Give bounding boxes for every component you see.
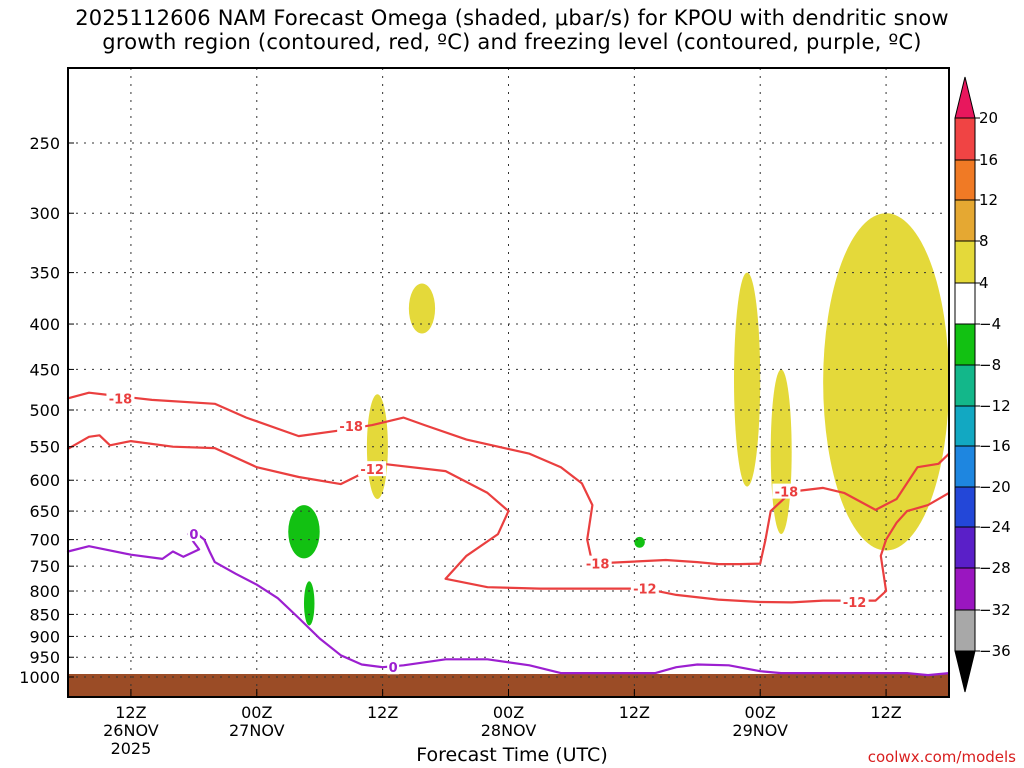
plot-area	[68, 68, 949, 697]
colorbar-segment-9	[954, 445, 976, 488]
colorbar-label-5: −4	[979, 315, 1001, 333]
credit-link[interactable]: coolwx.com/models	[867, 748, 1016, 766]
colorbar-label-2: 12	[979, 191, 998, 209]
ytick-label-550: 550	[29, 438, 60, 457]
xtick-label-42-0: 00Z	[493, 703, 524, 722]
xtick-label-18-1: 27NOV	[229, 721, 285, 740]
ytick-label-450: 450	[29, 360, 60, 379]
colorbar-label-10: −24	[979, 518, 1011, 536]
ytick-label-500: 500	[29, 401, 60, 420]
colorbar-segment-8	[954, 405, 976, 447]
xtick-label-66-0: 00Z	[745, 703, 776, 722]
colorbar-top-arrow	[954, 76, 976, 119]
contour-label-bg-1-2	[840, 593, 869, 609]
xtick-label-6-1: 26NOV	[103, 721, 159, 740]
plot-background	[68, 68, 949, 697]
omega-shade-1	[366, 394, 388, 500]
colorbar: 20 16 12 8 4 −4 −8 −12 −16 −20 −24 −28 −32 −36	[954, 76, 1011, 693]
contour-label-2-1: 0	[389, 661, 398, 676]
colorbar-segment-2	[954, 159, 976, 201]
ytick-label-750: 750	[29, 557, 60, 576]
xtick-label-78-0: 12Z	[870, 703, 901, 722]
omega-shade-2	[733, 272, 761, 487]
ytick-label-650: 650	[29, 502, 60, 521]
colorbar-segment-1	[954, 117, 976, 161]
ytick-label-850: 850	[29, 605, 60, 624]
contour-label-1-2: -12	[843, 596, 867, 611]
contour-1	[66, 434, 951, 604]
colorbar-segment-7	[954, 364, 976, 407]
xtick-label-66-1: 29NOV	[732, 721, 788, 740]
ytick-label-1000: 1000	[19, 668, 60, 687]
ytick-label-700: 700	[29, 531, 60, 550]
title-line-1: 2025112606 NAM Forecast Omega (shaded, μ…	[75, 6, 949, 30]
xtick-label-30-0: 12Z	[367, 703, 398, 722]
colorbar-segment-12	[954, 567, 976, 611]
colorbar-segment-3	[954, 199, 976, 242]
omega-shade-0	[408, 283, 436, 334]
xtick-label-6-2: 2025	[111, 739, 152, 758]
colorbar-bottom-arrow	[954, 650, 976, 693]
contour-label-2-0: 0	[189, 528, 198, 543]
y-tick-labels: 250 300 350 400 450 500 550 600 650 700 750 800 850 9…	[19, 134, 74, 687]
contour-label-bg-1-0	[358, 461, 387, 477]
contour-label-bg-2-1	[387, 659, 400, 675]
contour-label-0-0: -18	[109, 392, 133, 407]
contour-label-1-1: -12	[633, 583, 657, 598]
colorbar-label-8: −16	[979, 437, 1011, 455]
xtick-label-6-0: 12Z	[115, 703, 146, 722]
contour-label-1-0: -12	[360, 463, 384, 478]
xtick-label-42-1: 28NOV	[481, 721, 537, 740]
xtick-label-18-0: 00Z	[241, 703, 272, 722]
omega-shade-5	[288, 505, 320, 559]
ytick-label-400: 400	[29, 315, 60, 334]
ytick-label-600: 600	[29, 471, 60, 490]
gridlines	[68, 68, 949, 697]
contour-2	[66, 530, 951, 677]
colorbar-label-9: −20	[979, 478, 1011, 496]
colorbar-label-11: −28	[979, 559, 1011, 577]
colorbar-segment-4	[954, 240, 976, 284]
colorbar-label-13: −36	[979, 642, 1011, 660]
ytick-label-250: 250	[29, 134, 60, 153]
colorbar-label-6: −8	[979, 356, 1001, 374]
colorbar-label-7: −12	[979, 397, 1011, 415]
colorbar-label-0: 20	[979, 109, 998, 127]
colorbar-segment-5	[954, 282, 976, 325]
colorbar-label-1: 16	[979, 151, 998, 169]
contour-0	[66, 391, 951, 566]
omega-shade-6	[303, 581, 315, 626]
colorbar-label-12: −32	[979, 601, 1011, 619]
contour-label-0-3: -18	[775, 486, 799, 501]
ytick-label-900: 900	[29, 627, 60, 646]
contour-label-bg-2-0	[187, 526, 200, 542]
ytick-label-350: 350	[29, 264, 60, 283]
contour-labels: -18 -18 -18 -18 -12 -12 -12 0 0	[106, 390, 869, 676]
xtick-label-54-0: 12Z	[619, 703, 650, 722]
contour-label-0-2: -18	[586, 558, 610, 573]
colorbar-label-3: 8	[979, 232, 989, 250]
ytick-label-800: 800	[29, 582, 60, 601]
contour-lines	[66, 391, 951, 677]
contour-label-bg-0-1	[337, 417, 366, 433]
colorbar-segment-10	[954, 486, 976, 528]
contour-label-bg-0-2	[583, 555, 612, 571]
colorbar-segment-11	[954, 526, 976, 569]
colorbar-segment-13	[954, 609, 976, 652]
colorbar-label-4: 4	[979, 274, 989, 292]
ytick-label-300: 300	[29, 204, 60, 223]
omega-shade-7	[634, 536, 645, 548]
ytick-label-950: 950	[29, 648, 60, 667]
x-axis-label: Forecast Time (UTC)	[416, 744, 608, 766]
contour-label-bg-1-1	[630, 580, 659, 596]
colorbar-segment-6	[954, 323, 976, 366]
contour-label-bg-0-3	[772, 483, 801, 499]
title-line-2: growth region (contoured, red, ºC) and f…	[102, 30, 922, 54]
contour-label-0-1: -18	[339, 420, 363, 435]
chart-title: 2025112606 NAM Forecast Omega (shaded, μ…	[0, 6, 1024, 54]
contour-label-bg-0-0	[106, 390, 135, 406]
